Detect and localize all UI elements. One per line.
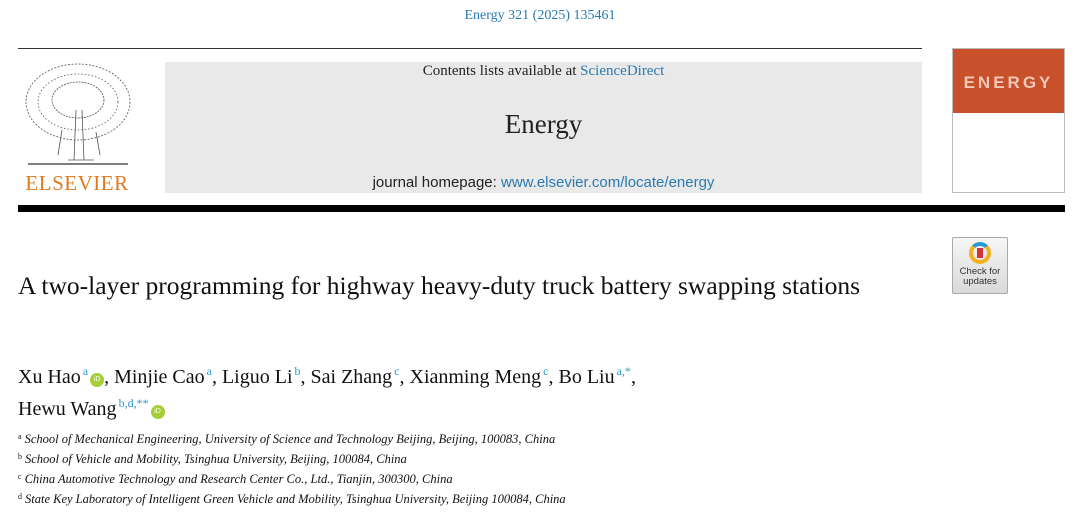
author-name[interactable]: Xu Hao	[18, 366, 81, 388]
cover-title: ENERGY	[963, 73, 1054, 92]
affiliations: a School of Mechanical Engineering, Unive…	[18, 428, 566, 508]
crossmark-icon	[969, 242, 991, 264]
contents-line: Contents lists available at ScienceDirec…	[165, 62, 922, 80]
author-affiliation-mark[interactable]: b	[294, 364, 301, 378]
header-bar	[18, 205, 1065, 212]
sciencedirect-link[interactable]: ScienceDirect	[580, 63, 665, 79]
author-name[interactable]: Liguo Li	[221, 366, 293, 388]
affiliation-item: d State Key Laboratory of Intelligent Gre…	[18, 488, 566, 508]
elsevier-logo: ELSEVIER	[18, 60, 136, 196]
author-affiliation-mark[interactable]: c	[543, 364, 549, 378]
author[interactable]: Bo Liu a,*	[558, 364, 631, 388]
affiliation-text: School of Vehicle and Mobility, Tsinghua…	[25, 452, 407, 466]
author[interactable]: Liguo Li b	[221, 364, 301, 388]
check-for-updates-button[interactable]: Check for updates	[952, 237, 1008, 294]
journal-reference[interactable]: Energy 321 (2025) 135461	[464, 8, 616, 23]
publisher-name: ELSEVIER	[25, 171, 129, 195]
affiliation-item: c China Automotive Technology and Researc…	[18, 468, 566, 488]
affiliation-key: b	[18, 452, 22, 461]
author-name[interactable]: Sai Zhang	[310, 366, 393, 388]
affiliation-text: State Key Laboratory of Intelligent Gree…	[25, 492, 566, 506]
affiliation-text: School of Mechanical Engineering, Univer…	[24, 432, 556, 446]
author[interactable]: Hewu Wang b,d,**iD	[18, 396, 165, 420]
author-name[interactable]: Xianming Meng	[409, 366, 542, 388]
author-affiliation-mark[interactable]: a,*	[616, 364, 631, 378]
check-updates-text: Check for	[959, 266, 1001, 277]
affiliation-key: a	[18, 432, 22, 441]
author-name[interactable]: Hewu Wang	[18, 398, 117, 420]
article-title: A two-layer programming for highway heav…	[18, 271, 861, 300]
affiliation-item: b School of Vehicle and Mobility, Tsinghu…	[18, 448, 566, 468]
author-affiliation-mark[interactable]: b,d,**	[118, 396, 149, 410]
homepage-link[interactable]: www.elsevier.com/locate/energy	[501, 174, 715, 191]
author-name[interactable]: Minjie Cao	[114, 366, 205, 388]
journal-name: Energy	[504, 109, 583, 139]
author[interactable]: Xianming Meng c	[409, 364, 549, 388]
orcid-icon[interactable]: iD	[150, 405, 165, 419]
author-list: Xu Hao aiD, Minjie Cao a, Liguo Li b, Sai Z…	[18, 364, 636, 420]
affiliation-item: a School of Mechanical Engineering, Unive…	[18, 428, 566, 448]
affiliation-key: d	[18, 492, 22, 501]
author[interactable]: Minjie Cao a	[114, 364, 212, 388]
author[interactable]: Xu Hao aiD	[18, 364, 105, 388]
author-affiliation-mark[interactable]: c	[394, 364, 400, 378]
orcid-icon[interactable]: iD	[90, 373, 105, 387]
author-name[interactable]: Bo Liu	[558, 366, 615, 388]
check-updates-text: updates	[963, 276, 997, 287]
journal-cover[interactable]: ENERGY	[952, 48, 1065, 193]
affiliation-key: c	[18, 472, 22, 481]
author[interactable]: Sai Zhang c	[310, 364, 400, 388]
divider	[18, 48, 922, 49]
author-affiliation-mark[interactable]: a	[82, 364, 89, 378]
journal-masthead: Contents lists available at ScienceDirec…	[165, 62, 922, 193]
homepage-label: journal homepage:	[372, 174, 501, 191]
author-affiliation-mark[interactable]: a	[206, 364, 212, 378]
tree-icon	[25, 63, 131, 165]
affiliation-text: China Automotive Technology and Research…	[24, 472, 453, 486]
homepage-line: journal homepage: www.elsevier.com/locat…	[165, 174, 922, 191]
contents-text: Contents lists available at	[422, 63, 581, 79]
